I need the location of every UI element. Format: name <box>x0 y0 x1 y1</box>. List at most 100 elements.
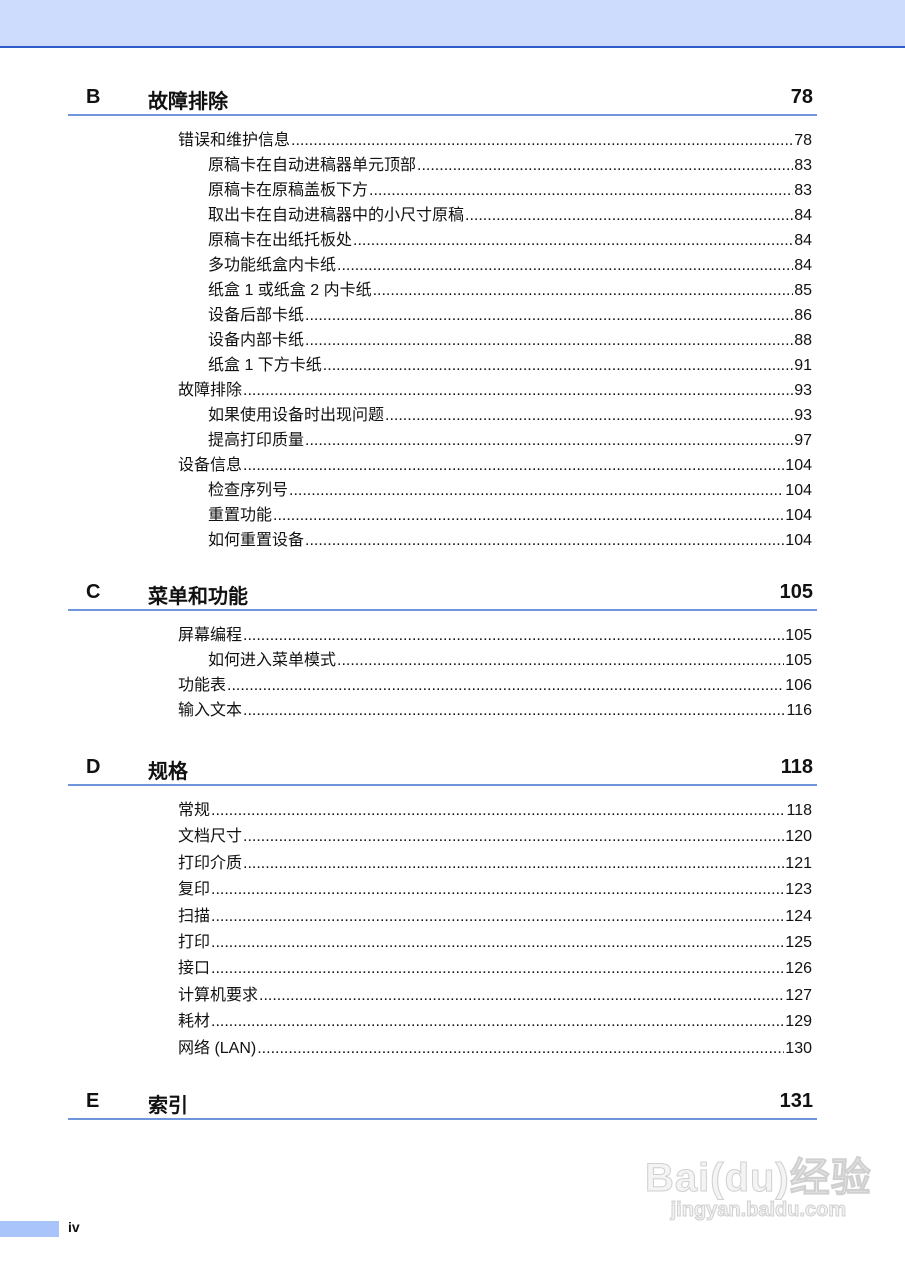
page-number: iv <box>68 1219 80 1235</box>
toc-entry[interactable]: 耗材 129 <box>68 1009 812 1035</box>
dot-leader <box>211 798 785 824</box>
entry-label: 设备信息 <box>178 457 243 474</box>
entry-page: 104 <box>785 457 812 474</box>
toc-entry[interactable]: 纸盒 1 或纸盒 2 内卡纸 85 <box>68 278 812 303</box>
toc-entry[interactable]: 常规 118 <box>68 798 812 824</box>
entry-label: 网络 (LAN) <box>178 1039 257 1057</box>
dot-leader <box>465 203 793 228</box>
dot-leader <box>211 956 784 982</box>
entry-page: 85 <box>794 282 812 299</box>
dot-leader <box>373 278 794 303</box>
toc-entry[interactable]: 计算机要求 127 <box>68 983 812 1009</box>
baidu-watermark: Bai(du)经验 jingyan.baidu.com <box>645 1156 872 1222</box>
entry-page: 125 <box>785 933 812 951</box>
dot-leader <box>385 403 793 428</box>
entry-label: 错误和维护信息 <box>178 132 291 149</box>
entry-label: 设备后部卡纸 <box>208 307 305 324</box>
dot-leader <box>369 178 793 203</box>
toc-entry[interactable]: 如何重置设备 104 <box>68 528 812 553</box>
toc-entry[interactable]: 纸盒 1 下方卡纸 91 <box>68 353 812 378</box>
toc-entry[interactable]: 接口 126 <box>68 956 812 982</box>
dot-leader <box>243 698 785 723</box>
entry-page: 104 <box>785 482 812 499</box>
dot-leader <box>353 228 793 253</box>
toc-entry[interactable]: 设备后部卡纸 86 <box>68 303 812 328</box>
entry-label: 计算机要求 <box>178 986 259 1004</box>
entry-page: 84 <box>794 207 812 224</box>
toc-entry[interactable]: 设备信息 104 <box>68 453 812 478</box>
section-letter: C <box>86 581 101 603</box>
entry-page: 121 <box>785 854 812 872</box>
section-title: 索引 <box>148 1095 188 1117</box>
toc-section-c: C 菜单和功能 105 屏幕编程 105 如何进入菜单模式 105 功能表 10… <box>68 579 817 723</box>
entry-page: 105 <box>785 627 812 644</box>
entry-page: 86 <box>794 307 812 324</box>
section-page: 118 <box>780 756 813 778</box>
section-page: 131 <box>779 1090 813 1112</box>
entry-label: 屏幕编程 <box>178 627 243 644</box>
section-title: 故障排除 <box>148 91 228 113</box>
toc-entry[interactable]: 提高打印质量 97 <box>68 428 812 453</box>
section-heading[interactable]: B 故障排除 78 <box>68 84 817 116</box>
dot-leader <box>243 378 793 403</box>
section-page: 78 <box>790 86 813 108</box>
toc-entry[interactable]: 扫描 124 <box>68 904 812 930</box>
section-heading[interactable]: E 索引 131 <box>68 1088 817 1120</box>
toc-entry[interactable]: 多功能纸盒内卡纸 84 <box>68 253 812 278</box>
toc-entry[interactable]: 如何进入菜单模式 105 <box>68 648 812 673</box>
dot-leader <box>323 353 793 378</box>
toc-entry[interactable]: 原稿卡在原稿盖板下方 83 <box>68 178 812 203</box>
toc-entry[interactable]: 故障排除 93 <box>68 378 812 403</box>
dot-leader <box>305 303 793 328</box>
dot-leader <box>305 528 784 553</box>
toc-entry[interactable]: 输入文本 116 <box>68 698 812 723</box>
toc-entry[interactable]: 检查序列号 104 <box>68 478 812 503</box>
dot-leader <box>417 153 793 178</box>
entry-label: 原稿卡在原稿盖板下方 <box>208 182 369 199</box>
dot-leader <box>273 503 784 528</box>
entry-page: 129 <box>785 1013 812 1031</box>
toc-entry[interactable]: 文档尺寸 120 <box>68 824 812 850</box>
entry-page: 118 <box>786 802 812 819</box>
section-heading[interactable]: D 规格 118 <box>68 754 817 786</box>
entry-label: 故障排除 <box>178 382 243 399</box>
entry-page: 88 <box>794 332 812 349</box>
entry-label: 如果使用设备时出现问题 <box>208 407 385 424</box>
entry-page: 97 <box>794 432 812 449</box>
entry-label: 常规 <box>178 802 211 819</box>
toc-entry[interactable]: 错误和维护信息 78 <box>68 128 812 153</box>
entry-label: 复印 <box>178 881 211 899</box>
dot-leader <box>243 623 784 648</box>
entry-label: 重置功能 <box>208 507 273 524</box>
toc-entry[interactable]: 打印介质 121 <box>68 851 812 877</box>
footer-tab <box>0 1221 59 1237</box>
toc-section-d: D 规格 118 常规 118 文档尺寸 120 打印介质 121 复印 123… <box>68 754 817 1062</box>
section-title: 规格 <box>148 761 188 783</box>
section-heading[interactable]: C 菜单和功能 105 <box>68 579 817 611</box>
toc-entry[interactable]: 屏幕编程 105 <box>68 623 812 648</box>
dot-leader <box>211 930 784 956</box>
toc-entry[interactable]: 取出卡在自动进稿器中的小尺寸原稿 84 <box>68 203 812 228</box>
toc-entry[interactable]: 原稿卡在出纸托板处 84 <box>68 228 812 253</box>
toc-entry[interactable]: 复印 123 <box>68 877 812 903</box>
toc-entry[interactable]: 打印 125 <box>68 930 812 956</box>
dot-leader <box>243 824 784 850</box>
dot-leader <box>211 904 784 930</box>
dot-leader <box>305 328 793 353</box>
toc-entry[interactable]: 原稿卡在自动进稿器单元顶部 83 <box>68 153 812 178</box>
entry-label: 输入文本 <box>178 702 243 719</box>
toc-entry[interactable]: 功能表 106 <box>68 673 812 698</box>
entry-label: 如何进入菜单模式 <box>208 652 337 669</box>
toc-entry[interactable]: 重置功能 104 <box>68 503 812 528</box>
entry-page: 127 <box>785 986 812 1004</box>
toc-entry[interactable]: 网络 (LAN) 130 <box>68 1036 812 1062</box>
section-page: 105 <box>779 581 813 603</box>
entry-page: 91 <box>794 357 812 374</box>
entry-label: 耗材 <box>178 1013 211 1031</box>
entry-label: 功能表 <box>178 677 227 694</box>
toc-entry[interactable]: 如果使用设备时出现问题 93 <box>68 403 812 428</box>
section-letter: E <box>86 1090 100 1112</box>
toc-entry[interactable]: 设备内部卡纸 88 <box>68 328 812 353</box>
section-title: 菜单和功能 <box>148 586 248 608</box>
entry-page: 84 <box>794 257 812 274</box>
